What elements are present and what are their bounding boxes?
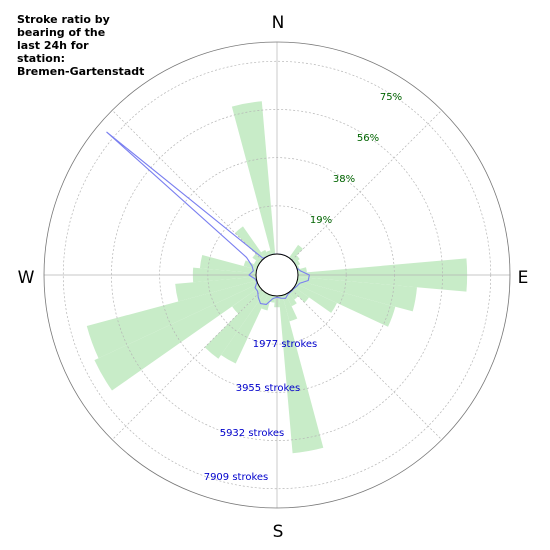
stroke-tick-label: 1977 strokes (253, 339, 318, 350)
ratio-bar (296, 280, 396, 327)
title-line-3: last 24h for (17, 39, 89, 52)
ratio-bar (291, 287, 309, 303)
ratio-bar (86, 280, 258, 359)
stroke-tick-label: 7909 strokes (204, 472, 269, 483)
ratio-bar (94, 283, 260, 391)
strokes-series (106, 131, 310, 305)
ratio-bar (294, 283, 337, 313)
polar-grid (43, 41, 511, 509)
ratio-bar (289, 244, 304, 261)
title-line-1: Stroke ratio by (17, 13, 110, 26)
ratio-bar (232, 287, 263, 314)
direction-label-w: W (18, 268, 35, 288)
chart-labels: N E S W 19% 38% 56% 75% 1977 strokes 395… (18, 13, 529, 542)
ratio-bar (266, 250, 272, 256)
title-line-5: Bremen-Gartenstadt (17, 65, 145, 78)
ratio-tick-label: 56% (357, 133, 379, 144)
ratio-tick-label: 38% (333, 174, 355, 185)
ratio-bar (220, 292, 269, 364)
ratio-bar (252, 253, 263, 263)
ratio-bar (291, 255, 300, 263)
direction-label-e: E (518, 268, 529, 288)
title-line-4: station: (17, 52, 66, 65)
ratio-bar (278, 295, 324, 454)
outer-circle (43, 41, 511, 509)
grid-spoke (111, 289, 263, 441)
center-circle (255, 253, 299, 297)
title-line-2: bearing of the (17, 26, 106, 39)
ratio-bar (199, 254, 257, 274)
ratio-bar (235, 226, 265, 261)
stroke-tick-label: 3955 strokes (236, 383, 301, 394)
ratio-bar (175, 276, 257, 302)
ratio-bars (86, 101, 468, 454)
ratio-bar (297, 276, 417, 312)
ratio-bar (261, 294, 272, 311)
direction-label-n: N (272, 13, 285, 33)
ratio-tick-label: 19% (310, 215, 332, 226)
ratio-bar (231, 101, 276, 255)
grid-spoke (111, 109, 263, 261)
ratio-bar (296, 265, 300, 270)
ratio-bar (204, 289, 265, 359)
ratio-tick-label: 75% (380, 92, 402, 103)
ratio-bar (297, 267, 307, 274)
ratio-bar (261, 249, 269, 258)
grid-spoke (291, 109, 443, 261)
ratio-bar (282, 294, 298, 322)
stroke-tick-label: 5932 strokes (220, 428, 285, 439)
ratio-bar (285, 292, 297, 307)
grid-spoke (291, 289, 443, 441)
chart-title: Stroke ratio by bearing of the last 24h … (17, 13, 177, 78)
direction-label-s: S (273, 522, 284, 542)
ratio-bar (289, 289, 299, 300)
